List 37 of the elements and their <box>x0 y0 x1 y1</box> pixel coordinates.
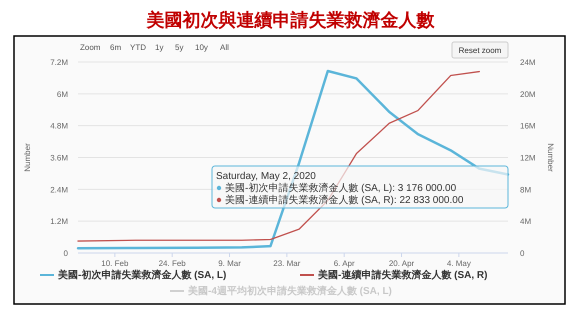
text: 1y <box>155 43 164 52</box>
y2-tick-label: 24M <box>520 58 536 67</box>
y-tick-label: 7.2M <box>50 58 68 67</box>
text: Reset zoom <box>458 46 502 55</box>
x-tick-label: 24. Feb <box>158 259 186 268</box>
y2-tick-label: 20M <box>520 90 536 99</box>
annotation: 美國-初次申請失業救濟金人數 (SA, L): 3 176 000.00 <box>225 182 457 194</box>
x-tick-label: 23. Mar <box>273 259 301 268</box>
y-tick-label: 4.8M <box>50 122 68 131</box>
y-axis-title: Number <box>23 142 32 172</box>
x-tick-label: 4. May <box>446 259 471 268</box>
chart-title: 美國初次與連續申請失業救濟金人數 <box>146 10 436 31</box>
annotation: 美國-連續申請失業救濟金人數 (SA, R): 22 833 000.00 <box>225 194 464 206</box>
y-tick-label: 0 <box>64 249 69 258</box>
y-tick-label: 3.6M <box>50 154 68 162</box>
text: Zoom <box>80 43 101 52</box>
y-tick-label: 2.4M <box>50 185 68 194</box>
y2-tick-label: 8M <box>520 185 532 194</box>
y2-tick-label: 4M <box>520 217 532 226</box>
x-tick-label: 10. Feb <box>101 259 129 268</box>
x-tick-label: 9. Mar <box>218 259 242 268</box>
text: 10y <box>195 43 208 52</box>
text: 5y <box>175 43 184 52</box>
x-tick-label: 20. Apr <box>388 259 415 268</box>
y-tick-label: 6M <box>56 90 68 99</box>
text: YTD <box>130 43 146 52</box>
x-tick-label: 6. Apr <box>334 259 355 268</box>
y2-tick-label: 0 <box>520 249 525 258</box>
text: All <box>220 43 230 52</box>
y-tick-label: 1.2M <box>50 217 68 226</box>
annotation: Saturday, May 2, 2020 <box>216 171 316 182</box>
text: 6m <box>110 43 122 52</box>
legend-label: 美國-連續申請失業救濟金人數 (SA, R) <box>317 269 488 281</box>
y2-tick-label: 12M <box>520 154 536 162</box>
y2-tick-label: 16M <box>520 122 536 131</box>
y2-axis-title: Number <box>546 143 555 172</box>
legend-label: 美國-初次申請失業救濟金人數 (SA, L) <box>57 269 226 281</box>
